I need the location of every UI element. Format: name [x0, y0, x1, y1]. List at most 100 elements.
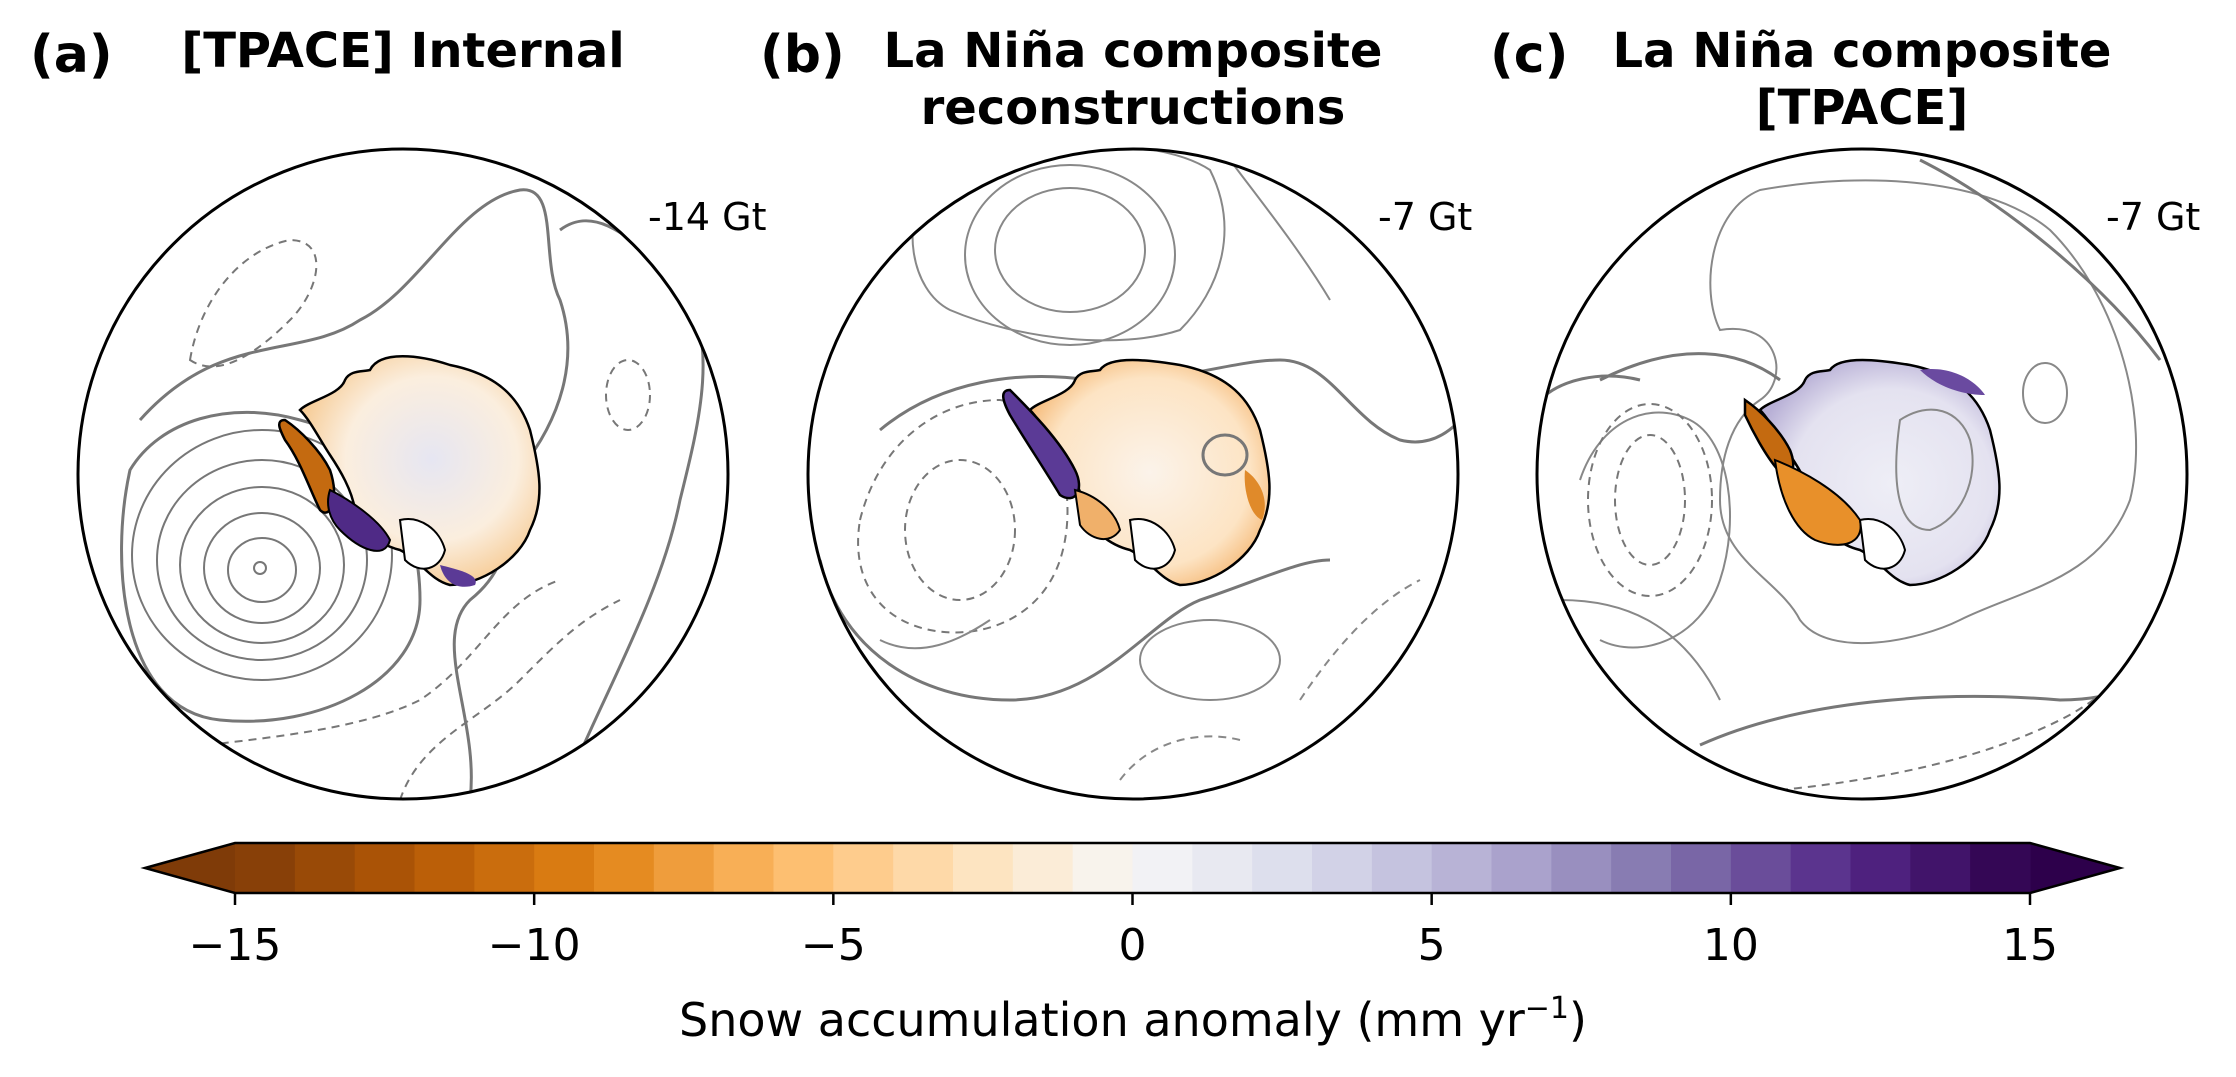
panel-a-map: -14 Gt	[76, 147, 767, 801]
colorbar-tick-label: −15	[189, 920, 282, 971]
contour-line	[1119, 735, 1241, 781]
colorbar-bin	[1132, 843, 1193, 893]
colorbar-bin	[1252, 843, 1313, 893]
contour-line	[879, 619, 991, 650]
panel-c-letter: (c)	[1490, 25, 1568, 85]
panel-b-total: -7 Gt	[1378, 195, 1472, 239]
contour-line	[1895, 408, 1974, 532]
colorbar-bin	[1192, 843, 1253, 893]
panel-a-title-line1: [TPACE] Internal	[181, 23, 624, 79]
contour-line	[156, 459, 368, 661]
panel-a-header: (a) [TPACE] Internal	[30, 23, 625, 85]
colorbar-bin	[1312, 843, 1373, 893]
map-boundary	[1535, 147, 2189, 801]
panel-b-letter: (b)	[760, 25, 845, 85]
panel-c-total: -7 Gt	[2106, 195, 2200, 239]
colorbar-label-sup: −1	[1525, 991, 1569, 1026]
panel-a-letter: (a)	[30, 25, 113, 85]
contour-line	[1919, 158, 2162, 361]
colorbar-tick-label: 15	[2002, 920, 2058, 971]
panel-a-total: -14 Gt	[648, 195, 767, 239]
map-boundary	[806, 147, 1460, 801]
contour-line	[253, 561, 267, 575]
panel-c-title-line2: [TPACE]	[1756, 80, 1969, 136]
colorbar-bin	[833, 843, 894, 893]
contour-line	[994, 187, 1146, 313]
contour-line	[399, 599, 621, 799]
colorbar-label-close: )	[1569, 993, 1587, 1047]
panel-c-map: -7 Gt	[1535, 147, 2200, 801]
map-boundary	[76, 147, 730, 801]
panel-b-map: -7 Gt	[806, 147, 1472, 801]
colorbar-bin	[414, 843, 475, 893]
colorbar-tick-label: −10	[488, 920, 581, 971]
colorbar-extend-min	[145, 843, 235, 893]
colorbar-bin	[1012, 843, 1074, 893]
contour-line	[857, 398, 1069, 634]
contour-line	[879, 358, 1458, 444]
contour-line	[605, 359, 651, 431]
contour-line	[203, 512, 321, 624]
colorbar: −15 −10 −5 0 5 10 15	[140, 841, 2125, 971]
panel-c-header: (c) La Niña composite [TPACE]	[1490, 23, 2111, 136]
colorbar-bin	[1850, 843, 1911, 893]
contour-line	[1709, 179, 2138, 645]
colorbar-bin	[893, 843, 954, 893]
contour-line	[1614, 434, 1686, 566]
contour-line	[1139, 619, 1281, 701]
contour-line	[188, 238, 318, 368]
contour-line	[2022, 362, 2068, 424]
colorbar-bin	[474, 843, 535, 893]
panel-b-title-line2: reconstructions	[921, 80, 1346, 136]
contour-line	[109, 579, 561, 761]
contour-line	[131, 429, 393, 681]
ross-ice-shelf	[398, 518, 447, 570]
contour-line	[1229, 159, 1331, 301]
contour-line	[1587, 403, 1713, 597]
contour-line	[818, 558, 1331, 702]
colorbar-tick-label: −5	[801, 920, 866, 971]
contour-line	[911, 149, 1226, 342]
west-antarctica-anomaly	[1773, 458, 1862, 546]
colorbar-label-main: Snow accumulation anomaly (mm yr	[679, 993, 1525, 1047]
colorbar-tick-label: 5	[1418, 920, 1446, 971]
contour-line	[120, 410, 422, 723]
colorbar-bin	[1671, 843, 1732, 893]
contour-line	[1559, 599, 1721, 701]
contour-line	[1538, 374, 1641, 402]
colorbar-bin	[1431, 843, 1493, 893]
contour-line	[138, 188, 570, 799]
east-coast-anomaly	[440, 565, 476, 587]
colorbar-bin	[653, 843, 715, 893]
colorbar-bin	[1491, 843, 1552, 893]
colorbar-bin	[1371, 843, 1433, 893]
contour-line	[964, 164, 1176, 346]
contour-line	[227, 537, 297, 603]
west-antarctica-anomaly	[327, 488, 392, 552]
antarctic-peninsula	[1002, 388, 1081, 500]
contour-line	[1579, 411, 1731, 649]
colorbar-bin	[1611, 843, 1672, 893]
colorbar-bin	[1790, 843, 1852, 893]
colorbar-bin	[713, 843, 775, 893]
colorbar-bin	[953, 843, 1014, 893]
colorbar-bin	[1910, 843, 1971, 893]
colorbar-bin	[1072, 843, 1134, 893]
colorbar-bin	[235, 843, 296, 893]
colorbar-bin	[534, 843, 595, 893]
colorbar-label: Snow accumulation anomaly (mm yr−1)	[679, 991, 1587, 1047]
contour-line	[1299, 579, 1421, 701]
ross-ice-shelf	[1858, 518, 1907, 570]
panel-b-title-line1: La Niña composite	[884, 23, 1383, 79]
colorbar-bin	[294, 843, 356, 893]
colorbar-tick-label: 10	[1703, 920, 1759, 971]
west-antarctica-anomaly	[1073, 488, 1122, 540]
colorbar-bin	[1551, 843, 1612, 893]
colorbar-bin	[1730, 843, 1792, 893]
panel-c-title-line1: La Niña composite	[1613, 23, 2112, 79]
colorbar-bin	[594, 843, 655, 893]
antarctic-peninsula	[278, 418, 336, 514]
panel-b-header: (b) La Niña composite reconstructions	[760, 23, 1382, 136]
colorbar-bin	[354, 843, 416, 893]
